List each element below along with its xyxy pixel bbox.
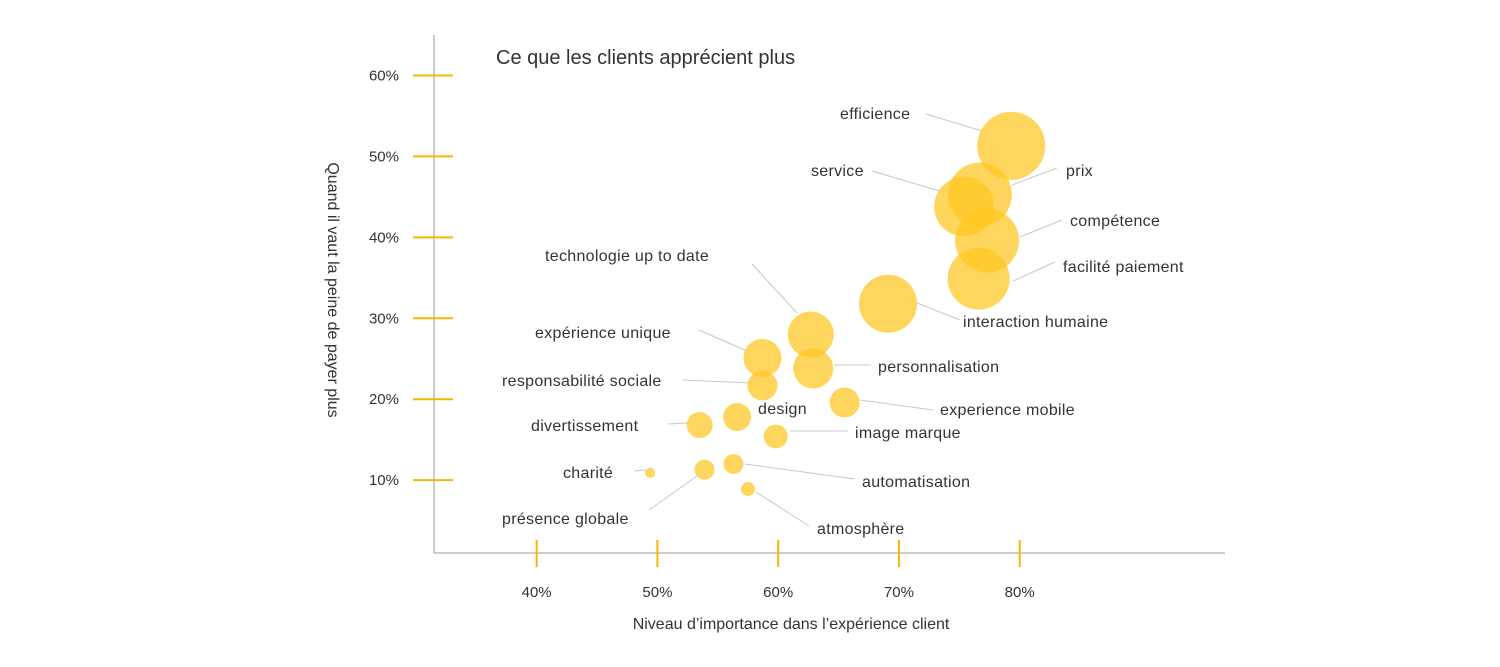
- x-axis-label: Niveau d’importance dans l’expérience cl…: [633, 616, 950, 633]
- leader-line: [751, 263, 798, 314]
- y-tick-label: 10%: [369, 472, 399, 489]
- leader-line: [667, 422, 689, 425]
- data-label: interaction humaine: [963, 314, 1108, 331]
- bubble-point: [694, 459, 715, 480]
- y-ticks: 10% 20% 30% 40% 50% 60%: [369, 67, 453, 489]
- data-label: responsabilité sociale: [502, 373, 662, 390]
- y-tick-label: 50%: [369, 148, 399, 165]
- y-tick-label: 40%: [369, 229, 399, 246]
- data-label: design: [758, 401, 807, 418]
- y-tick-label: 30%: [369, 310, 399, 327]
- leader-line: [925, 113, 983, 132]
- data-label: prix: [1066, 163, 1093, 180]
- bubble-point: [723, 403, 752, 432]
- data-label: divertissement: [531, 418, 639, 435]
- y-axis-label: Quand il vaut la peine de payer plus: [324, 162, 341, 417]
- bubble-point: [686, 412, 713, 439]
- x-ticks: 40% 50% 60% 70% 80%: [522, 540, 1035, 601]
- axes: [433, 35, 1225, 554]
- bubbles: [645, 111, 1046, 497]
- bubble-point: [763, 424, 788, 449]
- leader-line: [871, 170, 941, 192]
- data-label: automatisation: [862, 474, 970, 491]
- leader-line: [744, 463, 856, 480]
- data-label: facilité paiement: [1063, 259, 1184, 276]
- data-label: experience mobile: [940, 402, 1075, 419]
- data-label: charité: [563, 465, 613, 482]
- bubble-point: [829, 387, 860, 418]
- chart-title: Ce que les clients apprécient plus: [496, 47, 795, 69]
- x-tick-label: 70%: [884, 584, 914, 601]
- leader-line: [633, 469, 647, 472]
- bubble-point: [977, 111, 1046, 180]
- data-label: expérience unique: [535, 325, 671, 342]
- bubble-point: [723, 453, 744, 474]
- data-label: technologie up to date: [545, 248, 709, 265]
- bubble-point: [793, 348, 834, 389]
- bubble-point: [947, 247, 1010, 310]
- x-tick-label: 40%: [522, 584, 552, 601]
- data-labels: efficience prix service compétence facilité …: [502, 106, 1184, 538]
- leader-line: [755, 491, 810, 527]
- y-tick-label: 60%: [369, 67, 399, 84]
- bubble-point: [645, 467, 656, 478]
- leader-line: [859, 399, 934, 411]
- data-label: efficience: [840, 106, 910, 123]
- leader-line: [1011, 167, 1058, 186]
- bubble-point: [740, 482, 755, 497]
- bubble-point: [747, 370, 778, 401]
- x-tick-label: 80%: [1005, 584, 1035, 601]
- x-tick-label: 50%: [642, 584, 672, 601]
- leader-line: [916, 302, 961, 321]
- data-label: personnalisation: [878, 359, 999, 376]
- y-tick-label: 20%: [369, 391, 399, 408]
- data-label: service: [811, 163, 864, 180]
- bubble-point: [787, 311, 834, 358]
- data-label: atmosphère: [817, 521, 905, 538]
- leader-line: [1012, 261, 1056, 282]
- bubble-point: [859, 274, 918, 333]
- leader-line: [682, 379, 752, 384]
- leader-lines: [633, 113, 1063, 527]
- bubble-point: [743, 338, 782, 377]
- x-tick-label: 60%: [763, 584, 793, 601]
- leader-line: [648, 475, 698, 511]
- data-label: image marque: [855, 425, 961, 442]
- leader-line: [698, 329, 748, 352]
- data-label: compétence: [1070, 213, 1160, 230]
- leader-line: [1019, 219, 1063, 238]
- data-label: présence globale: [502, 511, 629, 528]
